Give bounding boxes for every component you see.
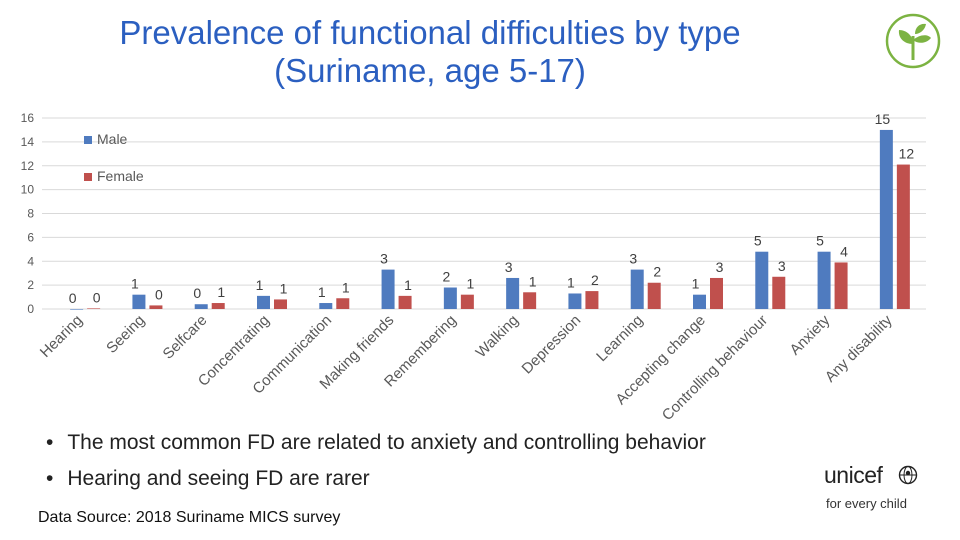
- bar-male: [132, 294, 146, 309]
- bar-male: [194, 304, 208, 309]
- data-label: 4: [840, 243, 848, 259]
- x-tick-label: Hearing: [37, 312, 86, 361]
- bar-male: [70, 309, 84, 310]
- x-tick-label: Selfcare: [160, 312, 211, 363]
- sprout-logo-icon: [885, 13, 941, 69]
- y-tick-label: 10: [21, 183, 35, 197]
- bar-female: [834, 262, 848, 309]
- data-label: 1: [567, 274, 575, 290]
- data-label: 3: [778, 258, 786, 274]
- y-tick-label: 16: [21, 111, 35, 125]
- bar-male: [755, 251, 769, 309]
- bar-male: [693, 294, 706, 309]
- bar-male: [879, 129, 893, 309]
- data-label: 2: [591, 272, 599, 288]
- bar-male: [257, 295, 270, 309]
- y-tick-label: 6: [27, 230, 34, 244]
- bar-male: [443, 287, 457, 309]
- bar-female: [398, 295, 412, 309]
- y-tick-label: 0: [27, 302, 34, 316]
- bar-female: [896, 164, 910, 309]
- y-tick-label: 2: [27, 278, 34, 292]
- unicef-logo: unicef for every child: [824, 462, 944, 518]
- x-tick-label: Walking: [473, 312, 522, 361]
- bullet-list: The most common FD are related to anxiet…: [46, 428, 706, 500]
- unicef-wordmark: unicef: [824, 462, 883, 488]
- data-label: 1: [466, 276, 474, 292]
- bar-female: [772, 276, 786, 309]
- data-label: 3: [629, 251, 637, 267]
- bar-male: [319, 303, 333, 309]
- data-label: 15: [875, 111, 891, 127]
- globe-icon: [898, 465, 918, 485]
- bar-male: [630, 269, 644, 309]
- y-tick-label: 12: [21, 159, 35, 173]
- bar-male: [506, 277, 520, 309]
- data-label: 0: [69, 290, 77, 306]
- bar-female: [460, 294, 474, 309]
- data-label: 5: [816, 233, 824, 249]
- data-source-note: Data Source: 2018 Suriname MICS survey: [38, 509, 341, 526]
- x-tick-label: Any disability: [822, 311, 896, 385]
- bar-female: [211, 303, 225, 309]
- x-tick-label: Seeing: [103, 312, 148, 357]
- bar-female: [523, 292, 537, 309]
- data-label: 1: [529, 273, 537, 289]
- legend-swatch-female: [84, 173, 92, 181]
- data-label: 5: [754, 233, 762, 249]
- data-label: 1: [131, 276, 139, 292]
- data-label: 3: [716, 259, 724, 275]
- bar-male: [568, 293, 582, 309]
- bar-male: [817, 251, 831, 309]
- data-label: 0: [155, 286, 163, 302]
- data-label: 2: [653, 264, 661, 280]
- bullet-item: The most common FD are related to anxiet…: [46, 428, 705, 464]
- bar-female: [149, 305, 163, 309]
- data-label: 1: [318, 284, 326, 300]
- data-label: 1: [692, 276, 700, 292]
- x-tick-label: Controlling behaviour: [659, 312, 771, 424]
- data-label: 2: [442, 269, 450, 285]
- y-tick-label: 14: [21, 135, 35, 149]
- y-tick-label: 8: [27, 207, 34, 221]
- bar-female: [274, 299, 287, 309]
- bar-female: [647, 282, 661, 309]
- data-label: 0: [93, 289, 101, 305]
- bar-female: [710, 277, 723, 309]
- data-label: 1: [280, 280, 288, 296]
- bullet-item: Hearing and seeing FD are rarer: [46, 464, 706, 500]
- data-label: 3: [380, 251, 388, 267]
- data-label: 1: [256, 277, 264, 293]
- data-label: 12: [899, 146, 915, 162]
- data-label: 3: [505, 259, 513, 275]
- data-label: 1: [342, 279, 350, 295]
- x-tick-label: Anxiety: [787, 311, 834, 358]
- bar-male: [381, 269, 395, 309]
- data-label: 0: [193, 285, 201, 301]
- bar-female: [336, 298, 350, 309]
- unicef-tagline: for every child: [826, 496, 907, 511]
- data-label: 1: [404, 277, 412, 293]
- data-label: 1: [217, 284, 225, 300]
- slide-title: Prevalence of functional difficulties by…: [119, 14, 741, 89]
- legend-swatch-male: [84, 136, 92, 144]
- y-tick-label: 4: [27, 254, 34, 268]
- legend-label: Female: [97, 168, 144, 184]
- bar-female: [87, 308, 101, 310]
- bar-female: [585, 291, 599, 309]
- x-tick-label: Learning: [593, 312, 646, 365]
- x-tick-label: Depression: [519, 312, 585, 378]
- legend-label: Male: [97, 131, 128, 147]
